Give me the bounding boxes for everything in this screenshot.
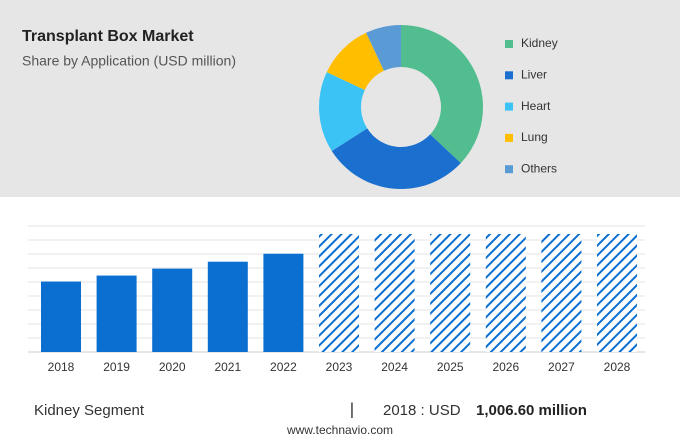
bar — [152, 268, 193, 352]
x-tick-label: 2028 — [604, 360, 631, 374]
donut-slice — [331, 128, 461, 189]
bar — [96, 275, 137, 352]
subtitle: Share by Application (USD million) — [22, 53, 236, 69]
separator: | — [350, 399, 354, 418]
legend-swatch — [505, 165, 513, 174]
legend-swatch — [505, 133, 513, 142]
bar — [263, 253, 304, 352]
x-tick-label: 2027 — [548, 360, 575, 374]
donut-slice — [318, 72, 368, 151]
x-tick-label: 2021 — [214, 360, 241, 374]
title: Transplant Box Market — [22, 28, 194, 45]
legend-swatch — [505, 71, 513, 80]
forecast-bar — [541, 234, 582, 352]
highlight-value: 1,006.60 million — [476, 402, 587, 419]
source: www.technavio.com — [286, 423, 393, 437]
donut-slice — [326, 32, 384, 90]
legend-label: Lung — [521, 130, 548, 144]
highlight-label: 2018 : USD — [383, 402, 461, 419]
x-tick-label: 2023 — [326, 360, 353, 374]
legend-label: Liver — [521, 67, 547, 81]
bar — [207, 261, 248, 352]
forecast-bar — [485, 234, 526, 352]
forecast-bar — [374, 234, 415, 352]
legend-label: Others — [521, 161, 557, 175]
bar — [41, 281, 81, 352]
legend-swatch — [505, 40, 513, 48]
x-tick-label: 2024 — [381, 360, 408, 374]
segment-label: Kidney Segment — [34, 402, 145, 419]
x-tick-label: 2020 — [159, 360, 186, 374]
x-tick-label: 2018 — [48, 360, 75, 374]
x-tick-label: 2025 — [437, 360, 464, 374]
legend-swatch — [505, 102, 513, 111]
forecast-bar — [430, 234, 471, 352]
x-tick-label: 2022 — [270, 360, 297, 374]
x-tick-label: 2026 — [492, 360, 519, 374]
forecast-bar — [319, 234, 359, 352]
donut-slice — [366, 25, 401, 71]
x-tick-label: 2019 — [103, 360, 130, 374]
forecast-bar — [597, 234, 637, 352]
legend-label: Heart — [521, 99, 551, 113]
legend-label: Kidney — [521, 36, 558, 50]
donut-slice — [401, 25, 483, 164]
